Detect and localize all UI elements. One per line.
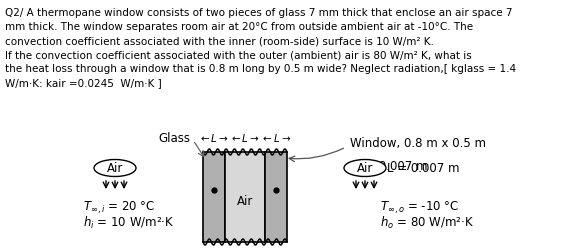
Bar	[265, 152, 287, 242]
Text: L = 0.007 m: L = 0.007 m	[387, 162, 460, 174]
Text: Window, 0.8 m x 0.5 m: Window, 0.8 m x 0.5 m	[350, 138, 486, 150]
Ellipse shape	[344, 160, 386, 176]
Text: $h_i$ = 10 W/m²·K: $h_i$ = 10 W/m²·K	[83, 215, 175, 231]
Text: L = 0.007 m: L = 0.007 m	[355, 160, 427, 173]
Text: Glass: Glass	[158, 132, 190, 144]
Ellipse shape	[94, 160, 136, 176]
Text: $\leftarrow$$L$$\rightarrow$$\leftarrow$$L$$\rightarrow$$\leftarrow$$L$$\rightar: $\leftarrow$$L$$\rightarrow$$\leftarrow$…	[198, 132, 291, 144]
Text: mm thick. The window separates room air at 20°C from outside ambient air at -10°: mm thick. The window separates room air …	[5, 22, 473, 32]
Text: W/m·K: kair =0.0245  W/m·K ]: W/m·K: kair =0.0245 W/m·K ]	[5, 78, 162, 88]
Text: $T_{\infty,i}$ = 20 °C: $T_{\infty,i}$ = 20 °C	[83, 200, 156, 216]
Text: Air: Air	[107, 162, 123, 174]
Bar	[225, 152, 265, 242]
Text: Air: Air	[357, 162, 373, 174]
Text: $T_{\infty,o}$ = -10 °C: $T_{\infty,o}$ = -10 °C	[380, 200, 459, 216]
Text: the heat loss through a window that is 0.8 m long by 0.5 m wide? Neglect radiati: the heat loss through a window that is 0…	[5, 64, 516, 74]
Bar	[203, 152, 225, 242]
Text: Air: Air	[237, 195, 253, 208]
Text: If the convection coefficient associated with the outer (ambient) air is 80 W/m²: If the convection coefficient associated…	[5, 50, 472, 60]
Text: Q2/ A thermopane window consists of two pieces of glass 7 mm thick that enclose : Q2/ A thermopane window consists of two …	[5, 8, 513, 18]
Text: $h_o$ = 80 W/m²·K: $h_o$ = 80 W/m²·K	[380, 215, 474, 231]
Text: convection coefficient associated with the inner (room-side) surface is 10 W/m² : convection coefficient associated with t…	[5, 36, 434, 46]
